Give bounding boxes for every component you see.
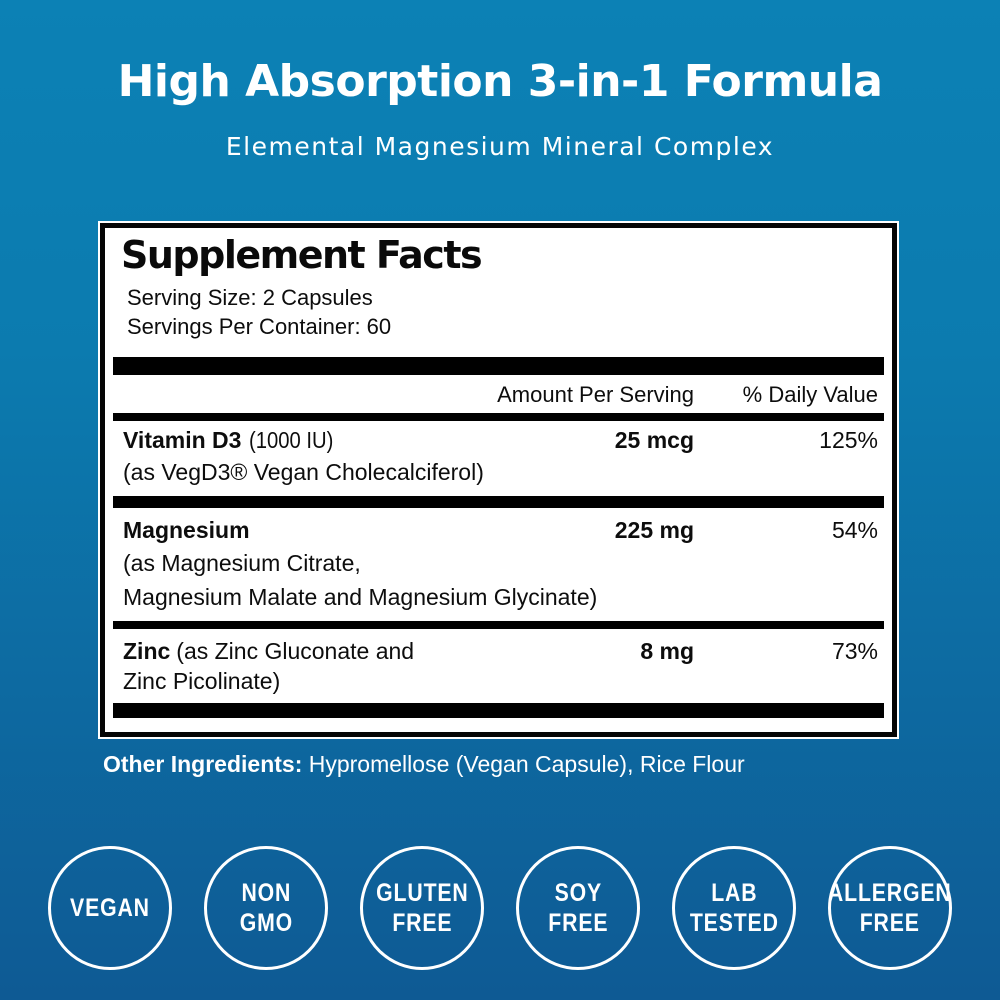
badge-soy-free: SOY FREE	[516, 846, 640, 970]
divider-medium-1	[113, 412, 884, 421]
nutrient-row-zinc: Zinc (as Zinc Gluconate and 8 mg 73% Zinc…	[113, 638, 884, 696]
nutrient-amount-vitamin-d3: 25 mcg	[614, 426, 694, 453]
nutrient-name-zinc: Zinc (as Zinc Gluconate and	[123, 638, 459, 665]
supplement-facts-panel: Supplement Facts Serving Size: 2 Capsule…	[98, 221, 899, 739]
nutrient-row-magnesium: Magnesium 225 mg 54% (as Magnesium Citra…	[113, 517, 884, 621]
nutrient-dv-magnesium: 54%	[831, 516, 878, 543]
serving-size: Serving Size: 2 Capsules	[127, 284, 373, 310]
badge-allergen-free: ALLERGEN FREE	[828, 846, 952, 970]
servings-per-container: Servings Per Container: 60	[127, 313, 392, 339]
nutrient-name-suffix: (as Zinc Gluconate and	[176, 637, 415, 664]
badge-line: NON	[241, 878, 291, 907]
badge-line: GMO	[239, 909, 293, 937]
nutrient-name-suffix: (1000 IU)	[249, 426, 334, 453]
nutrient-name-bold: Magnesium	[123, 516, 250, 543]
facts-title: Supplement Facts	[121, 233, 483, 277]
nutrient-name-magnesium: Magnesium	[123, 517, 459, 544]
nutrient-detail-zinc: Zinc Picolinate)	[123, 667, 281, 694]
badge-line: FREE	[859, 909, 921, 937]
badge-line: VEGAN	[70, 893, 150, 922]
other-ingredients-value: Hypromellose (Vegan Capsule), Rice Flour	[308, 751, 745, 777]
other-ingredients-label: Other Ingredients:	[103, 751, 303, 777]
nutrient-amount-magnesium: 225 mg	[614, 516, 694, 543]
nutrient-dv-vitamin-d3: 125%	[819, 426, 878, 453]
nutrient-name-bold: Zinc	[123, 637, 171, 664]
page-subtitle: Elemental Magnesium Mineral Complex	[225, 132, 775, 161]
badges-row: VEGAN NON GMO GLUTEN FREE SOY FREE LAB TESTE…	[48, 846, 952, 972]
badge-line: ALLERGEN	[828, 878, 952, 907]
other-ingredients: Other Ingredients: Hypromellose (Vegan C…	[103, 751, 745, 778]
nutrient-amount-zinc: 8 mg	[640, 637, 694, 664]
badge-line: SOY	[554, 878, 602, 907]
columns-header-row: Amount Per Serving % Daily Value	[113, 382, 884, 408]
divider-thick-top	[113, 356, 884, 375]
page-title: High Absorption 3-in-1 Formula	[117, 56, 883, 107]
nutrient-dv-zinc: 73%	[831, 637, 878, 664]
nutrient-detail-vitamin-d3: (as VegD3® Vegan Cholecalciferol)	[123, 458, 484, 485]
badge-line: FREE	[391, 909, 453, 937]
divider-thick-2	[113, 495, 884, 508]
nutrient-detail-magnesium-1: (as Magnesium Citrate,	[123, 549, 361, 576]
nutrient-row-vitamin-d3: Vitamin D3 (1000 IU) 25 mcg 125% (as VegD…	[113, 427, 884, 496]
badge-vegan: VEGAN	[48, 846, 172, 970]
badge-lab-tested: LAB TESTED	[672, 846, 796, 970]
column-daily-value-header: % Daily Value	[742, 381, 878, 407]
badge-line: TESTED	[689, 909, 779, 937]
divider-medium-2	[113, 620, 884, 629]
badge-line: FREE	[547, 909, 609, 937]
nutrient-name-bold: Vitamin D3	[123, 426, 242, 453]
divider-thick-bottom	[113, 703, 884, 718]
badge-non-gmo: NON GMO	[204, 846, 328, 970]
column-amount-header: Amount Per Serving	[497, 381, 694, 407]
nutrient-name-vitamin-d3: Vitamin D3 (1000 IU)	[123, 427, 459, 454]
badge-gluten-free: GLUTEN FREE	[360, 846, 484, 970]
nutrient-detail-magnesium-2: Magnesium Malate and Magnesium Glycinate…	[123, 583, 598, 610]
badge-line: LAB	[710, 878, 758, 907]
badge-line: GLUTEN	[375, 878, 469, 907]
